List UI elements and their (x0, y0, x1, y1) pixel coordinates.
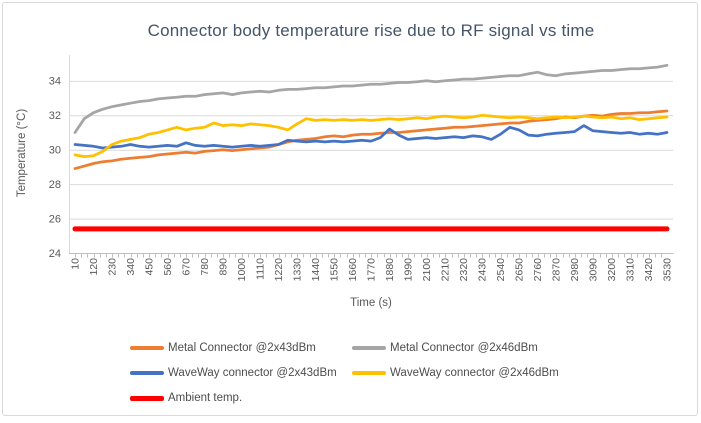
x-tick-label: 2650 (514, 258, 526, 282)
x-tick-label: 3420 (643, 258, 655, 282)
x-tick-label: 2210 (440, 258, 452, 282)
chart-title: Connector body temperature rise due to R… (147, 21, 595, 40)
x-tick-label: 2100 (421, 258, 433, 282)
x-tick-label: 670 (181, 258, 193, 276)
x-tick-label: 3310 (625, 258, 637, 282)
x-tick-label: 1000 (236, 258, 248, 282)
x-tick-label: 450 (144, 258, 156, 276)
series-line-2 (73, 124, 669, 150)
x-tick-label: 2980 (569, 258, 581, 282)
x-tick-label: 1330 (292, 258, 304, 282)
x-tick-label: 1110 (255, 258, 267, 280)
x-tick-label: 1880 (384, 258, 396, 282)
x-tick-label: 1990 (403, 258, 415, 282)
y-tick-label: 32 (49, 110, 61, 122)
y-tick-label: 26 (49, 213, 61, 225)
y-tick-label: 30 (49, 144, 61, 156)
x-tick-label: 2540 (495, 258, 507, 282)
x-tick-label: 120 (88, 258, 100, 276)
x-axis-title: Time (s) (350, 297, 392, 309)
x-tick-label: 1220 (273, 258, 285, 282)
x-tick-label: 3090 (588, 258, 600, 282)
x-tick-label: 10 (70, 258, 82, 270)
x-tick-label: 1770 (366, 258, 378, 282)
x-tick-label: 3200 (606, 258, 618, 282)
x-tick-label: 340 (125, 258, 137, 276)
x-tick-label: 3530 (662, 258, 674, 282)
x-tick-label: 890 (218, 258, 230, 276)
x-tick-label: 230 (107, 258, 119, 276)
x-tick-label: 780 (199, 258, 211, 276)
y-tick-label: 28 (49, 179, 61, 191)
y-tick-label: 34 (49, 76, 61, 88)
series-line-3 (73, 113, 669, 158)
x-tick-label: 1550 (329, 258, 341, 282)
series-line-1 (73, 63, 669, 134)
x-tick-label: 1440 (310, 258, 322, 282)
x-tick-label: 560 (162, 258, 174, 276)
x-tick-label: 2430 (477, 258, 489, 282)
x-tick-label: 1660 (347, 258, 359, 282)
y-tick-label: 24 (49, 248, 61, 260)
x-tick-label: 2320 (458, 258, 470, 282)
x-tick-label: 2870 (551, 258, 563, 282)
x-tick-label: 2760 (532, 258, 544, 282)
